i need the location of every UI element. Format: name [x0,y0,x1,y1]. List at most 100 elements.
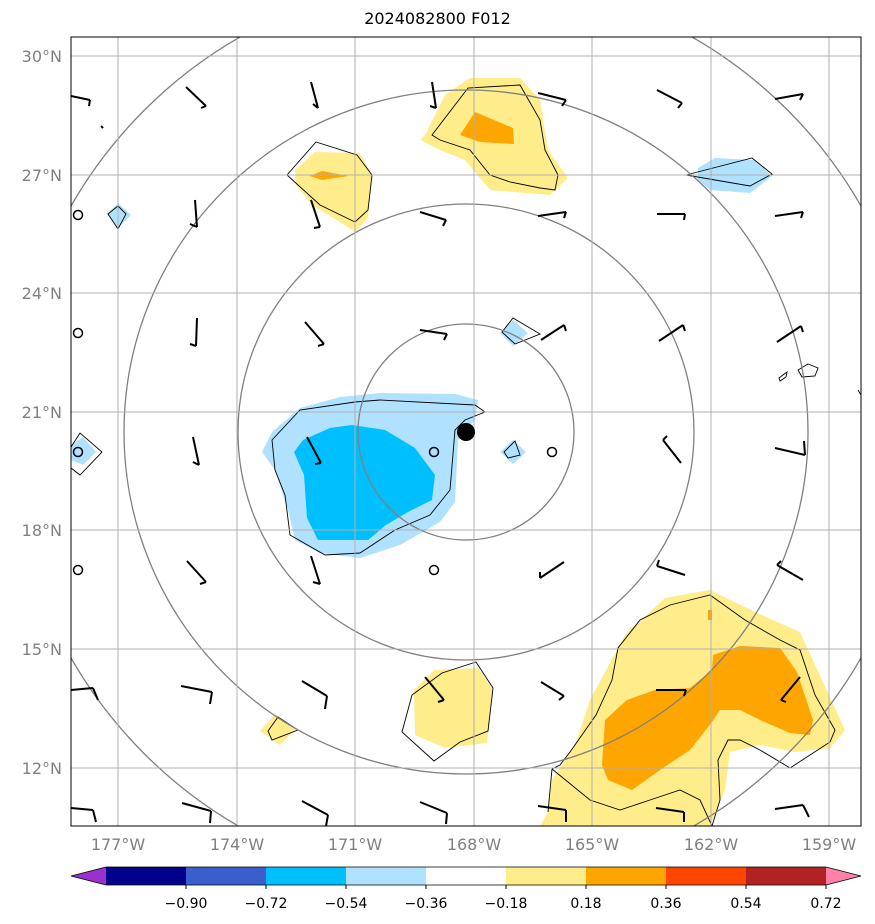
colorbar: −0.90 −0.72 −0.54 −0.36 −0.18 0.18 0.36 0.54 0.7… [70,866,862,912]
wind-barb [656,89,683,109]
colorbar-segment [266,867,347,885]
colorbar-outline [70,866,862,886]
wind-barb [71,807,97,823]
lon-label: 177°W [91,835,146,854]
shaded-field-layer [71,78,845,826]
wind-barb [539,561,565,579]
negative-anomaly-area [71,437,96,465]
lon-label: 171°W [328,835,383,854]
lat-label: 12°N [22,759,62,778]
gridlines [71,37,861,826]
wind-barb [540,324,567,341]
wind-barb [655,807,685,822]
wind-barb [100,125,104,129]
wind-barb [776,560,804,581]
calm-circle [72,564,84,576]
colorbar-extension-low [71,867,106,885]
lat-label: 30°N [22,47,62,66]
wind-barb [780,676,801,703]
colorbar-extension-high [826,867,861,885]
wind-barb [189,199,198,228]
wind-barb [537,805,567,822]
colorbar-tick-label: 0.72 [810,896,841,912]
colorbar-tick-label: −0.36 [405,896,448,912]
colorbar-tick-label: 0.36 [650,896,681,912]
calm-wind-markers [72,209,558,576]
colorbar-tick-label: −0.18 [485,896,528,912]
wind-barb [181,802,212,824]
positive-anomaly-area [414,668,493,748]
colorbar-segment [506,867,587,885]
colorbar-tick-label: −0.90 [165,896,208,912]
wind-barb [774,93,804,101]
wind-barb [310,81,319,109]
calm-circle [72,327,84,339]
wind-barb [419,801,448,825]
plot-frame [70,36,862,827]
lon-label: 162°W [684,835,739,854]
wind-barbs [71,81,810,826]
wind-barb [657,213,686,221]
colorbar-segment [586,867,667,885]
storm-center-marker [457,423,475,441]
wind-barb [310,199,321,229]
lon-label: 159°W [802,835,857,854]
wind-barb [419,211,447,227]
wind-barb [429,81,437,109]
wind-barb [186,560,207,585]
wind-barb [776,325,804,343]
wind-barb [419,329,448,341]
negative-anomaly-area [107,203,131,228]
lat-label: 21°N [22,403,62,422]
wind-barb [537,211,567,219]
wind-barb [301,800,329,826]
wind-barb [424,676,445,703]
map-plot-area [71,37,861,826]
colorbar-tick-label: −0.54 [325,896,368,912]
wind-barb [774,211,804,219]
colorbar-segment [186,867,267,885]
calm-circle [428,564,440,576]
wind-barb [662,435,682,464]
colorbar-segment [746,867,827,885]
wind-barb [189,317,198,347]
wind-barb [537,92,567,107]
lat-label: 15°N [22,640,62,659]
lat-label: 18°N [22,521,62,540]
colorbar-tick-label: 0.18 [570,896,601,912]
wind-barb [656,559,686,576]
lon-label: 168°W [447,835,502,854]
negative-anomaly-area [500,440,526,464]
wind-barb [192,436,200,466]
calm-circle [72,209,84,221]
wind-barb [301,680,328,710]
colorbar-segment [106,867,187,885]
wind-barb [774,804,810,818]
colorbar-tick-label: 0.54 [730,896,761,912]
calm-circle [72,446,84,458]
wind-barb [304,321,325,347]
negative-anomaly-area [500,320,528,346]
wind-barb [656,689,687,697]
wind-barb [310,555,321,585]
wind-barb [71,687,99,701]
colorbar-segment [346,867,427,885]
latitude-labels: 30°N 27°N 24°N 21°N 18°N 15°N 12°N [22,47,62,778]
strong-negative-anomaly-area [294,425,435,540]
positive-anomaly-area [295,152,372,232]
calm-circle [546,446,558,458]
wind-barb [185,86,207,109]
positive-anomaly-area [260,714,296,745]
strong-positive-anomaly-area [602,646,813,790]
chart-title: 2024082800 F012 [364,9,511,28]
wind-barb [306,436,322,465]
wind-barb [71,95,91,107]
wind-barb [540,681,565,701]
lat-label: 24°N [22,284,62,303]
wind-barb [658,324,686,342]
wind-barb [180,685,213,705]
contour-line-layer [71,84,861,826]
range-rings [71,37,861,826]
wind-barb [774,440,806,456]
